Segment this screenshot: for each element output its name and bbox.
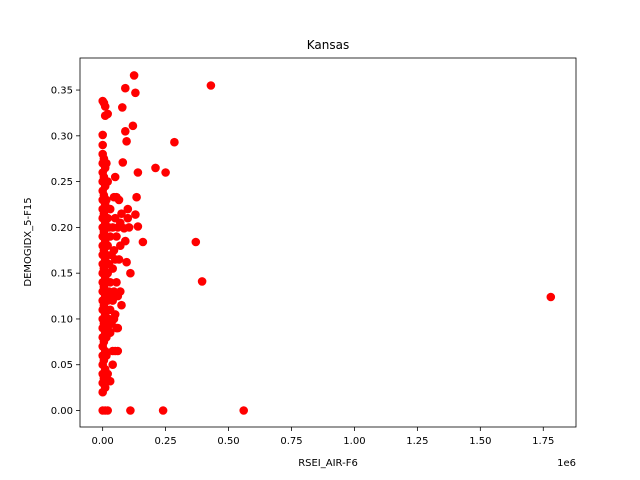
data-point — [197, 277, 207, 286]
data-point — [108, 360, 117, 370]
data-point — [102, 195, 111, 205]
data-point — [191, 237, 201, 247]
data-point — [128, 121, 138, 131]
data-point — [118, 103, 127, 112]
data-point — [170, 137, 179, 147]
data-point — [105, 376, 115, 386]
data-point — [105, 278, 115, 287]
data-point — [161, 168, 170, 177]
data-point — [123, 204, 133, 214]
data-point — [108, 264, 117, 273]
points-layer — [98, 71, 556, 415]
x-axis: 0.00 0.25 0.50 0.75 1.00 1.25 1.50 1.75 — [92, 427, 554, 447]
data-point — [158, 406, 168, 415]
data-point — [138, 237, 148, 247]
x-tick-label: 1.75 — [532, 436, 554, 447]
data-point — [98, 387, 107, 397]
chart-title: Kansas — [307, 38, 349, 52]
y-tick-label: 0.05 — [51, 360, 73, 371]
data-point — [133, 222, 143, 231]
data-point — [100, 102, 110, 111]
data-point — [105, 328, 115, 338]
data-point — [103, 213, 112, 223]
data-point — [129, 71, 139, 80]
data-point — [109, 246, 119, 255]
x-tick-label: 0.75 — [280, 436, 302, 447]
data-point — [116, 287, 125, 296]
data-point — [126, 406, 135, 415]
data-point — [121, 127, 130, 136]
x-tick-label: 1.00 — [343, 436, 365, 447]
y-tick-label: 0.20 — [51, 223, 73, 234]
y-tick-label: 0.00 — [51, 406, 73, 417]
data-point — [126, 268, 135, 278]
data-point — [105, 204, 115, 214]
data-point — [131, 210, 140, 219]
data-point — [133, 168, 143, 177]
data-point — [118, 158, 128, 167]
y-tick-label: 0.10 — [51, 314, 73, 325]
data-point — [124, 223, 134, 232]
data-point — [122, 137, 131, 146]
data-point — [206, 81, 216, 90]
data-point — [110, 172, 120, 182]
data-point — [114, 195, 124, 205]
data-point — [110, 310, 120, 319]
data-point — [98, 130, 107, 140]
x-tick-label: 1.25 — [406, 436, 428, 447]
data-point — [103, 369, 112, 379]
x-tick-label: 0.25 — [154, 436, 176, 447]
data-point — [546, 292, 556, 302]
data-point — [105, 232, 115, 241]
x-tick-label: 0.00 — [92, 436, 114, 447]
data-point — [121, 83, 130, 93]
data-point — [117, 209, 126, 218]
data-point — [103, 109, 112, 119]
data-point — [98, 140, 107, 150]
y-axis-label: DEMOGIDX_5-F15 — [23, 197, 34, 286]
data-point — [103, 177, 112, 186]
data-point — [102, 351, 111, 360]
y-tick-label: 0.25 — [51, 177, 73, 188]
data-point — [112, 278, 121, 287]
data-point — [103, 406, 112, 415]
data-point — [123, 213, 133, 223]
data-point — [103, 241, 112, 250]
y-tick-label: 0.30 — [51, 131, 73, 142]
plot-frame — [79, 57, 577, 428]
data-point — [121, 236, 130, 246]
data-point — [102, 159, 111, 168]
data-point — [114, 255, 124, 264]
data-point — [239, 406, 248, 415]
y-tick-label: 0.15 — [51, 269, 73, 280]
y-tick-label: 0.35 — [51, 86, 73, 97]
x-axis-offset-label: 1e6 — [557, 458, 576, 469]
x-axis-label: RSEI_AIR-F6 — [298, 458, 358, 469]
data-point — [131, 88, 140, 98]
data-point — [113, 323, 123, 333]
data-point — [122, 257, 131, 267]
data-point — [132, 192, 141, 202]
x-tick-label: 0.50 — [217, 436, 239, 447]
x-tick-label: 1.50 — [469, 436, 491, 447]
data-point — [151, 163, 160, 173]
data-point — [117, 300, 126, 310]
y-axis: 0.00 0.05 0.10 0.15 0.20 0.25 0.30 0.35 — [51, 86, 80, 417]
data-point — [112, 232, 121, 241]
data-point — [110, 346, 120, 356]
